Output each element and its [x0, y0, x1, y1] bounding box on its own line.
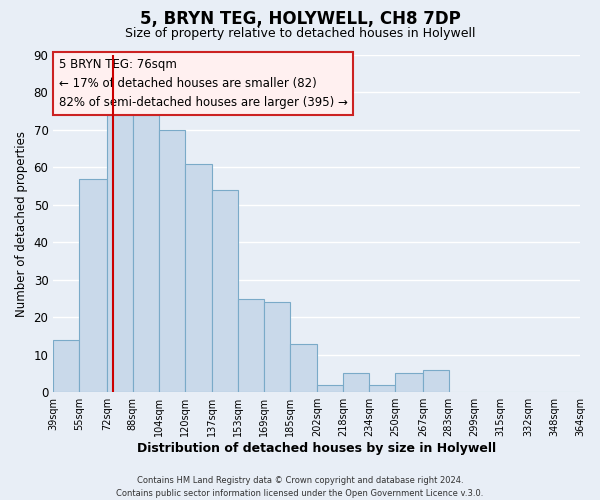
Bar [343, 374, 370, 392]
Bar [370, 384, 395, 392]
Bar [264, 302, 290, 392]
X-axis label: Distribution of detached houses by size in Holywell: Distribution of detached houses by size … [137, 442, 496, 455]
Bar [158, 130, 185, 392]
Text: Size of property relative to detached houses in Holywell: Size of property relative to detached ho… [125, 28, 475, 40]
Bar [395, 374, 423, 392]
Bar [238, 298, 264, 392]
Bar [79, 178, 107, 392]
Text: Contains HM Land Registry data © Crown copyright and database right 2024.
Contai: Contains HM Land Registry data © Crown c… [116, 476, 484, 498]
Bar [133, 115, 158, 392]
Y-axis label: Number of detached properties: Number of detached properties [15, 130, 28, 316]
Bar [53, 340, 79, 392]
Bar [107, 115, 133, 392]
Bar [212, 190, 238, 392]
Bar [290, 344, 317, 392]
Bar [185, 164, 212, 392]
Text: 5, BRYN TEG, HOLYWELL, CH8 7DP: 5, BRYN TEG, HOLYWELL, CH8 7DP [140, 10, 460, 28]
Text: 5 BRYN TEG: 76sqm
← 17% of detached houses are smaller (82)
82% of semi-detached: 5 BRYN TEG: 76sqm ← 17% of detached hous… [59, 58, 347, 110]
Bar [317, 384, 343, 392]
Bar [423, 370, 449, 392]
